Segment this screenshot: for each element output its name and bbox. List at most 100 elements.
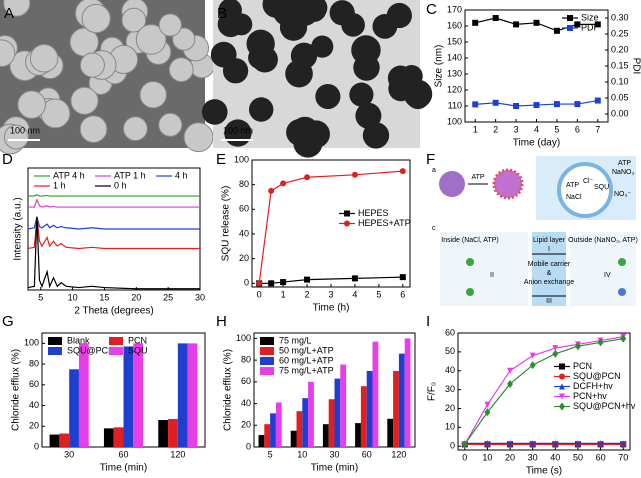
- y-tick-label: 0: [34, 441, 39, 451]
- x-tick-label: 40: [550, 452, 560, 462]
- y2-tick-label: 0.00: [611, 108, 629, 118]
- y2-axis-label: PDI: [630, 58, 641, 75]
- particle: [3, 124, 29, 150]
- label: Anion exchange: [524, 279, 574, 286]
- ion: [466, 288, 474, 296]
- x-tick-label: 15: [99, 292, 109, 302]
- legend-marker: [559, 373, 565, 380]
- scale-bar-label: 100 nm: [10, 125, 40, 135]
- marker: [351, 275, 358, 282]
- x-tick-label: 4: [534, 124, 539, 134]
- marker: [399, 274, 406, 281]
- bar: [302, 398, 309, 447]
- y-axis-label: F/F₀: [427, 382, 438, 401]
- label: ATP: [471, 174, 484, 181]
- x-tick-label: 60: [596, 452, 606, 462]
- y-tick-label: 60: [241, 376, 251, 386]
- x-tick-label: 60: [362, 449, 372, 459]
- particle: [139, 81, 167, 109]
- marker: [620, 334, 627, 343]
- marker: [507, 367, 514, 374]
- legend-marker: [567, 25, 573, 31]
- particle: [70, 86, 99, 115]
- marker: [484, 401, 491, 408]
- panel-label: D: [2, 151, 13, 168]
- y-tick-label: 80: [241, 355, 251, 365]
- legend-swatch: [109, 347, 123, 355]
- particle: [122, 116, 148, 142]
- marker: [620, 440, 627, 447]
- y-tick-label: 30: [445, 384, 455, 394]
- x-tick-label: 30: [64, 449, 74, 459]
- x-axis-label: Time (min): [100, 463, 147, 474]
- x-axis-label: Time (day): [513, 138, 560, 149]
- legend-label: PCN+hv: [573, 391, 607, 401]
- particle: [183, 122, 214, 153]
- y-tick-label: 20: [239, 253, 249, 263]
- y-tick-label: 40: [239, 228, 249, 238]
- legend-marker: [559, 363, 565, 370]
- marker: [484, 440, 491, 447]
- particle: [17, 90, 46, 119]
- legend-swatch: [109, 337, 123, 345]
- y-tick-label: 100: [24, 338, 39, 348]
- x-tick-label: 10: [68, 292, 78, 302]
- box: [440, 232, 528, 306]
- y-tick-label: 100: [236, 333, 251, 343]
- bar: [355, 423, 361, 447]
- x-tick-label: 7: [595, 124, 600, 134]
- y-tick-label: 100: [234, 154, 249, 164]
- marker: [472, 101, 479, 108]
- particle: [315, 83, 341, 110]
- y-tick-label: 170: [447, 4, 462, 14]
- marker: [574, 101, 581, 108]
- particle: [3, 0, 31, 17]
- marker: [492, 99, 499, 106]
- bar: [187, 343, 198, 447]
- bar: [360, 386, 367, 447]
- x-tick-label: 20: [505, 452, 515, 462]
- label: ATP: [618, 160, 631, 167]
- legend-label: PCN: [573, 361, 592, 371]
- sphere: [492, 168, 524, 200]
- y-tick-label: 60: [445, 327, 455, 337]
- bar: [69, 369, 79, 447]
- y-tick-label: 50: [445, 346, 455, 356]
- y-tick-label: 80: [29, 358, 39, 368]
- legend-marker: [559, 402, 565, 411]
- panel-label: E: [216, 151, 226, 168]
- particle: [279, 13, 308, 41]
- y-axis-label: Chloride efflux (%): [223, 349, 234, 431]
- bar: [103, 428, 114, 447]
- marker: [574, 342, 581, 351]
- bar: [372, 341, 379, 447]
- bar: [322, 424, 329, 447]
- line: [27, 216, 200, 290]
- legend-marker: [567, 15, 573, 21]
- x-tick-label: 120: [170, 449, 185, 459]
- x-tick-label: 70: [618, 452, 628, 462]
- bar: [366, 371, 373, 447]
- marker: [268, 187, 275, 194]
- panel-label: A: [4, 5, 14, 22]
- x-tick-label: 50: [573, 452, 583, 462]
- particle: [355, 102, 382, 129]
- line: [28, 198, 200, 208]
- y-tick-label: 110: [448, 100, 462, 110]
- bar: [328, 399, 335, 447]
- bar: [133, 343, 144, 447]
- marker: [553, 27, 560, 34]
- legend-marker: [559, 383, 565, 390]
- panel-label: H: [216, 313, 227, 330]
- line: [28, 194, 200, 197]
- particle: [353, 54, 380, 81]
- marker: [507, 379, 514, 388]
- legend-swatch: [260, 337, 274, 345]
- x-tick-label: 120: [391, 449, 406, 459]
- x-tick-label: 25: [163, 292, 173, 302]
- legend-label: DCFH+hv: [573, 381, 613, 391]
- marker: [533, 19, 540, 26]
- bar: [398, 353, 405, 447]
- legend-label: 60 mg/L+ATP: [279, 355, 334, 365]
